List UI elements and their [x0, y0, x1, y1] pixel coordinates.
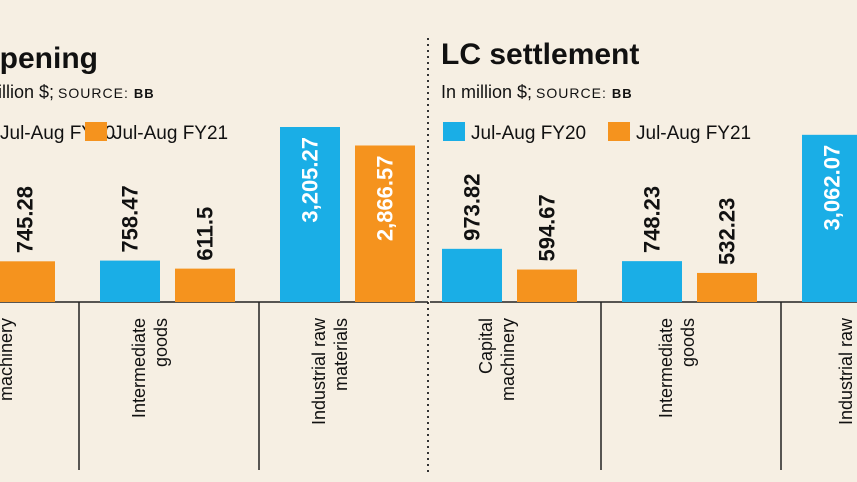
bar-opening-intermediate-goods-jul-aug-fy20: [100, 260, 160, 302]
bar-opening-industrial-raw-materials-jul-aug-fy21: [355, 145, 415, 302]
chart-subtitle-settlement: In million $; SOURCE: BB: [441, 82, 633, 102]
chart-subtitle-opening: In million $;SOURCE:BB: [0, 82, 155, 102]
bar-opening-industrial-raw-materials-jul-aug-fy20: [280, 127, 340, 302]
value-label-opening-industrial-raw-materials-jul-aug-fy20: 3,205.27: [298, 137, 323, 223]
legend-settlement: Jul-Aug FY20 Jul-Aug FY21: [443, 122, 751, 144]
bar-settlement-intermediate-goods-jul-aug-fy20: [622, 261, 682, 302]
legend-swatch-fy21-opening: [85, 122, 107, 141]
bar-settlement-intermediate-goods-jul-aug-fy21: [697, 272, 757, 302]
legend-swatch-fy20-settlement: [443, 122, 465, 141]
value-label-settlement-intermediate-goods-jul-aug-fy21: 532.23: [715, 198, 740, 265]
legend-opening: Jul-Aug FY20 Jul-Aug FY21: [0, 122, 228, 144]
legend-label-fy20-settlement: Jul-Aug FY20: [471, 123, 586, 144]
bar-settlement-capital-machinery-jul-aug-fy21: [517, 269, 577, 302]
category-label-opening-industrial-raw-materials: Industrial raw materials: [309, 317, 351, 425]
legend-swatch-fy21-settlement: [608, 122, 630, 141]
bar-opening-capital-machinery-jul-aug-fy21: [0, 261, 55, 302]
legend-label-fy21-settlement: Jul-Aug FY21: [636, 123, 751, 144]
bar-settlement-capital-machinery-jul-aug-fy20: [442, 248, 502, 302]
value-label-settlement-capital-machinery-jul-aug-fy21: 594.67: [535, 194, 560, 261]
chart-title-opening: LC opening: [0, 42, 98, 75]
value-label-settlement-intermediate-goods-jul-aug-fy20: 748.23: [640, 186, 665, 253]
value-label-settlement-industrial-raw-materials-jul-aug-fy20: 3,062.07: [820, 145, 845, 231]
chart-title-settlement: LC settlement: [441, 38, 639, 71]
value-label-opening-industrial-raw-materials-jul-aug-fy21: 2,866.57: [373, 155, 398, 241]
category-label-opening-intermediate-goods: Intermediate goods: [129, 318, 171, 418]
bar-settlement-industrial-raw-materials-jul-aug-fy20: [802, 134, 857, 302]
value-label-opening-intermediate-goods-jul-aug-fy21: 611.5: [193, 207, 218, 261]
bar-opening-intermediate-goods-jul-aug-fy21: [175, 268, 235, 302]
legend-label-fy21-opening: Jul-Aug FY21: [113, 123, 228, 144]
value-label-opening-intermediate-goods-jul-aug-fy20: 758.47: [118, 185, 143, 252]
category-label-settlement-capital-machinery: Capital machinery: [476, 318, 518, 401]
chart-marks: 758.47 3,205.27 745.28 611.5 2,866.57 Capital…: [0, 127, 857, 470]
value-label-opening-capital-machinery-jul-aug-fy21: 745.28: [13, 186, 38, 253]
category-label-settlement-intermediate-goods: Intermediate goods: [656, 318, 698, 418]
value-label-settlement-capital-machinery-jul-aug-fy20: 973.82: [460, 174, 485, 241]
